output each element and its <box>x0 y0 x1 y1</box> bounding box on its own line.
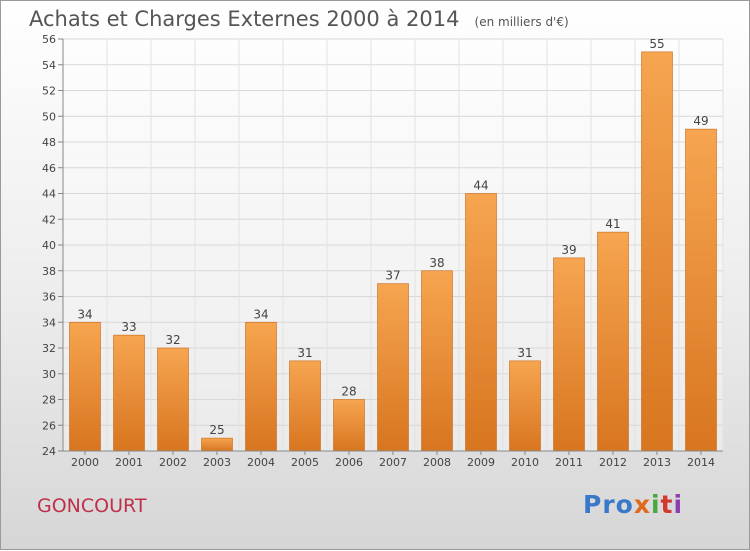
y-tick-label: 34 <box>42 316 56 329</box>
bar-2002 <box>157 347 189 452</box>
bar-2013 <box>641 51 673 452</box>
bar-2007 <box>377 283 409 452</box>
y-tick-label: 32 <box>42 342 56 355</box>
value-label: 28 <box>341 385 356 399</box>
y-tick-label: 46 <box>42 162 56 175</box>
bar-2014 <box>685 128 717 452</box>
value-label: 39 <box>561 243 576 257</box>
x-tick-label: 2009 <box>467 456 495 469</box>
x-tick-label: 2006 <box>335 456 363 469</box>
y-tick-label: 56 <box>42 33 56 46</box>
x-tick-label: 2011 <box>555 456 583 469</box>
x-tick-label: 2005 <box>291 456 319 469</box>
y-tick-label: 24 <box>42 445 56 458</box>
value-label: 37 <box>385 269 400 283</box>
value-label: 33 <box>121 320 136 334</box>
x-tick-label: 2007 <box>379 456 407 469</box>
value-label: 31 <box>517 346 532 360</box>
bar-2003 <box>201 437 233 452</box>
x-tick-label: 2002 <box>159 456 187 469</box>
proxiti-logo: Proxiti <box>583 490 683 519</box>
y-tick-label: 38 <box>42 265 56 278</box>
y-tick-label: 30 <box>42 368 56 381</box>
x-tick-label: 2012 <box>599 456 627 469</box>
chart-subtitle: (en milliers d'€) <box>474 15 569 29</box>
y-tick-label: 44 <box>42 188 56 201</box>
logo-part-1: Pro <box>583 490 634 519</box>
bar-2010 <box>509 360 541 452</box>
y-tick-label: 54 <box>42 59 56 72</box>
bar-2008 <box>421 270 453 452</box>
x-tick-label: 2004 <box>247 456 275 469</box>
logo-part-2: x <box>633 490 651 519</box>
y-tick-label: 28 <box>42 394 56 407</box>
y-tick-label: 26 <box>42 419 56 432</box>
bar-2004 <box>245 321 277 452</box>
y-tick-label: 40 <box>42 239 56 252</box>
value-label: 32 <box>165 333 180 347</box>
value-label: 38 <box>429 256 444 270</box>
x-tick-label: 2014 <box>687 456 715 469</box>
value-label: 25 <box>209 423 224 437</box>
logo-part-3: i <box>650 490 661 519</box>
bar-2011 <box>553 257 585 452</box>
y-tick-label: 48 <box>42 136 56 149</box>
value-label: 31 <box>297 346 312 360</box>
y-tick-label: 42 <box>42 213 56 226</box>
bar-2005 <box>289 360 321 452</box>
bar-2001 <box>113 334 145 452</box>
value-label: 34 <box>77 307 92 321</box>
bar-2012 <box>597 231 629 452</box>
value-label: 55 <box>649 37 664 51</box>
logo-part-5: i <box>673 490 684 519</box>
x-tick-label: 2013 <box>643 456 671 469</box>
x-tick-label: 2008 <box>423 456 451 469</box>
bar-2006 <box>333 399 365 452</box>
x-tick-label: 2010 <box>511 456 539 469</box>
logo-part-4: t <box>660 490 674 519</box>
x-tick-label: 2000 <box>71 456 99 469</box>
value-label: 49 <box>693 114 708 128</box>
bar-2009 <box>465 193 497 452</box>
chart-title-block: Achats et Charges Externes 2000 à 2014 (… <box>29 7 569 31</box>
x-tick-label: 2003 <box>203 456 231 469</box>
value-label: 41 <box>605 217 620 231</box>
value-label: 34 <box>253 307 268 321</box>
y-tick-label: 52 <box>42 85 56 98</box>
chart-title: Achats et Charges Externes 2000 à 2014 <box>29 7 460 31</box>
bar-2000 <box>69 321 101 452</box>
y-tick-label: 50 <box>42 110 56 123</box>
value-label: 44 <box>473 179 488 193</box>
x-tick-label: 2001 <box>115 456 143 469</box>
y-tick-label: 36 <box>42 291 56 304</box>
commune-name: GONCOURT <box>37 495 147 517</box>
